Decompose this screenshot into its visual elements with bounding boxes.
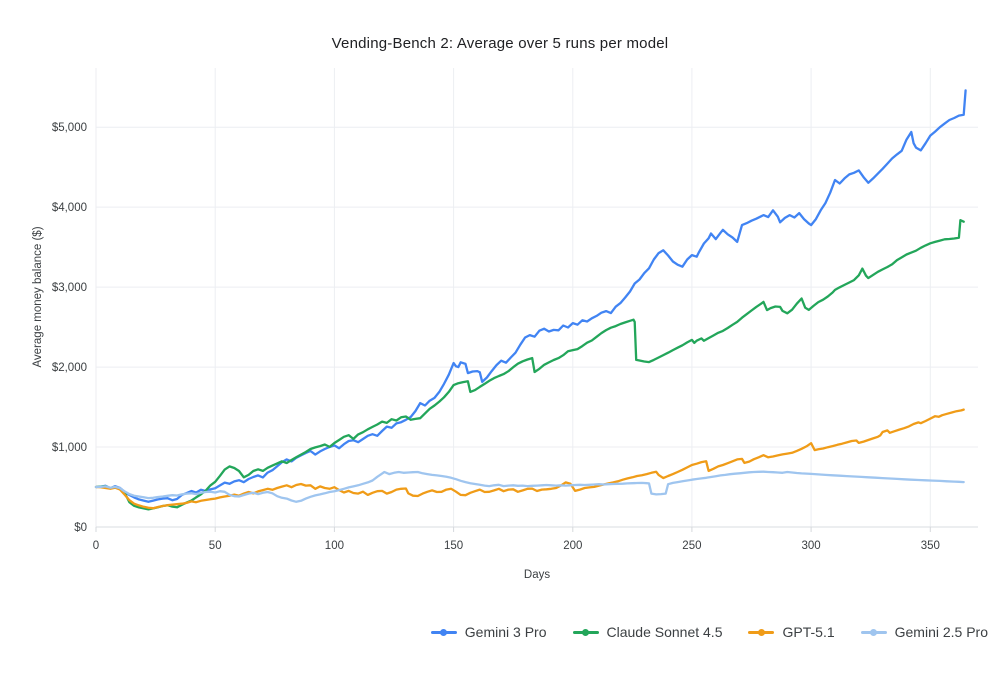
legend-item-gpt-5-1[interactable]: GPT-5.1 <box>748 624 835 640</box>
legend-swatch-gemini-2-5-pro <box>860 627 887 637</box>
legend-label-claude-sonnet-4-5: Claude Sonnet 4.5 <box>606 624 723 640</box>
series-line-gpt-5-1 <box>94 408 965 510</box>
x-axis-title: Days <box>523 569 551 581</box>
legend-swatch-gemini-3-pro <box>430 627 457 637</box>
x-tick-label: 100 <box>325 540 344 552</box>
legend-label-gpt-5-1: GPT-5.1 <box>782 624 835 640</box>
y-tick-label: $3,000 <box>52 282 87 294</box>
x-tick-label: 350 <box>921 540 940 552</box>
y-tick-label: $5,000 <box>52 122 87 134</box>
legend-item-gemini-3-pro[interactable]: Gemini 3 Pro <box>430 624 547 640</box>
series-line-claude-sonnet-4-5 <box>94 218 965 511</box>
legend-item-gemini-2-5-pro[interactable]: Gemini 2.5 Pro <box>860 624 988 640</box>
y-tick-label: $2,000 <box>52 362 87 374</box>
series-line-gemini-2-5-pro <box>94 470 965 503</box>
y-tick-label: $0 <box>74 522 87 534</box>
y-tick-label: $4,000 <box>52 202 87 214</box>
y-tick-label: $1,000 <box>52 442 87 454</box>
legend-item-claude-sonnet-4-5[interactable]: Claude Sonnet 4.5 <box>572 624 723 640</box>
legend-swatch-claude-sonnet-4-5 <box>572 627 599 637</box>
x-tick-label: 150 <box>444 540 463 552</box>
legend-label-gemini-3-pro: Gemini 3 Pro <box>464 624 547 640</box>
chart-title: Vending-Bench 2: Average over 5 runs per… <box>331 35 669 52</box>
legend: Gemini 3 Pro Claude Sonnet 4.5 GPT-5.1 Gemi… <box>430 620 988 644</box>
legend-swatch-gpt-5-1 <box>748 627 775 637</box>
series-line-gemini-3-pro <box>94 89 967 503</box>
x-tick-label: 50 <box>209 540 222 552</box>
x-tick-label: 300 <box>802 540 821 552</box>
legend-label-gemini-2-5-pro: Gemini 2.5 Pro <box>894 624 988 640</box>
x-tick-label: 200 <box>563 540 582 552</box>
x-tick-label: 0 <box>93 540 99 552</box>
x-tick-label: 250 <box>682 540 701 552</box>
